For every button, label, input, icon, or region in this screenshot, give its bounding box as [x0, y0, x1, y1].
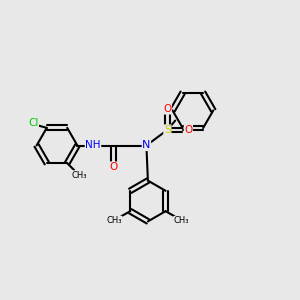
- Text: O: O: [163, 104, 172, 114]
- Text: CH₃: CH₃: [174, 216, 189, 225]
- Text: O: O: [184, 125, 193, 135]
- Text: CH₃: CH₃: [71, 171, 87, 180]
- Text: NH: NH: [85, 140, 101, 151]
- Text: N: N: [142, 140, 151, 151]
- Text: O: O: [109, 162, 118, 172]
- Text: CH₃: CH₃: [106, 216, 122, 225]
- Text: S: S: [164, 125, 171, 135]
- Text: Cl: Cl: [28, 118, 38, 128]
